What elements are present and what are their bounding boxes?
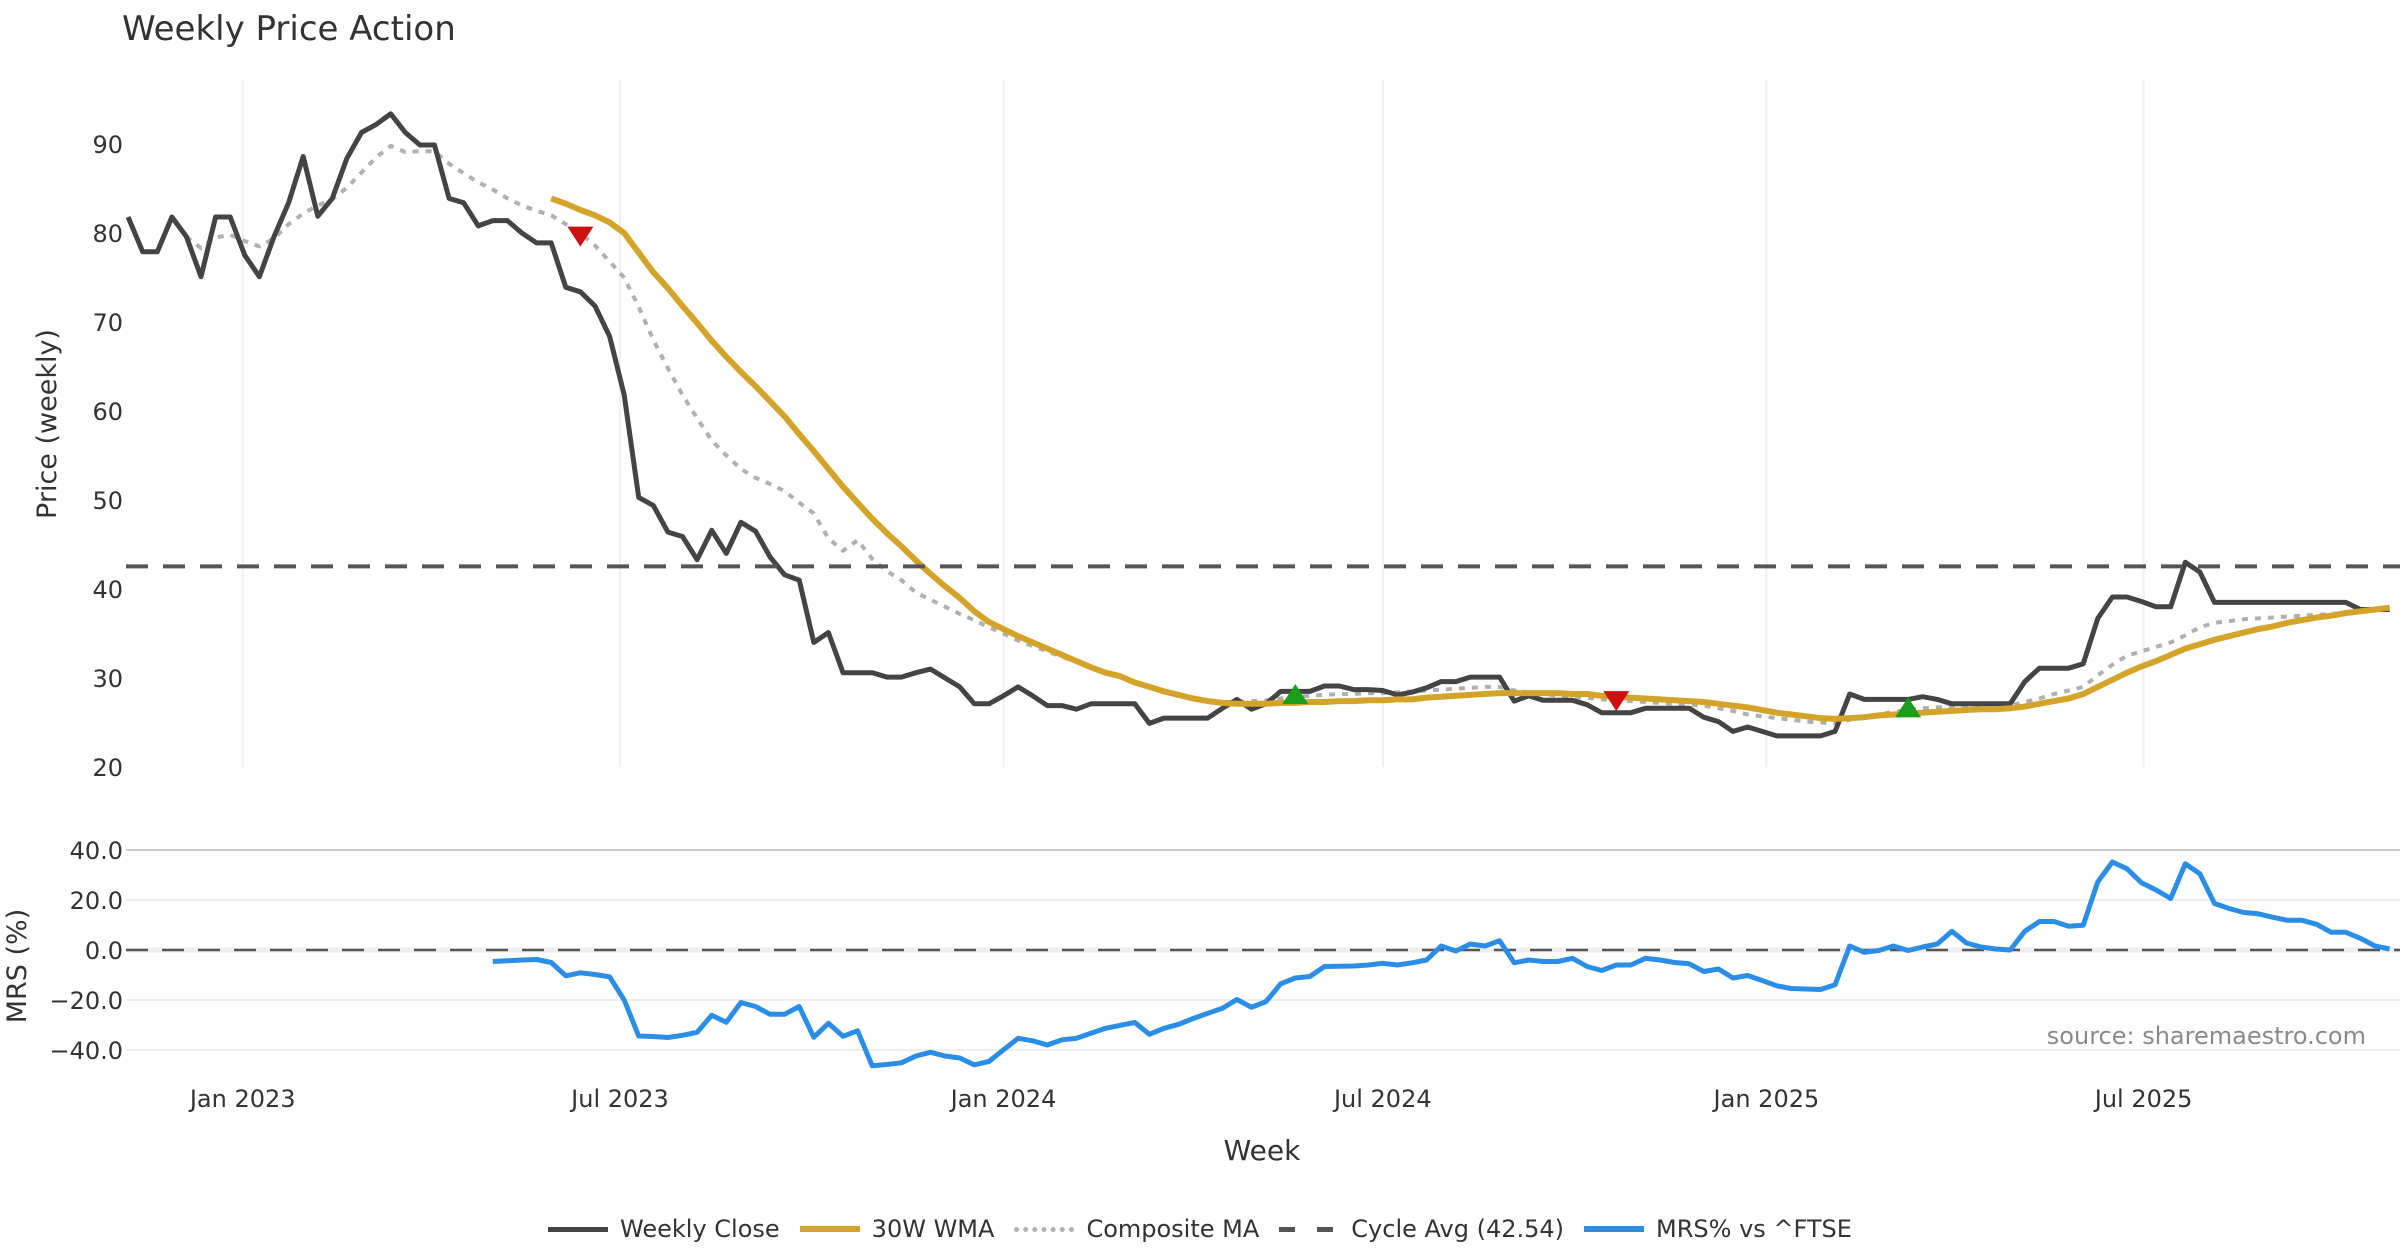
x-tick-label: Jan 2024 — [949, 1085, 1057, 1113]
legend-item-composite-ma[interactable]: Composite MA — [1014, 1215, 1259, 1243]
weekly-close-line — [125, 111, 2390, 739]
sell-signal-triangle-down-icon — [1603, 691, 1630, 712]
price-y-tick-label: 50 — [92, 487, 123, 515]
legend-item-weekly-close[interactable]: Weekly Close — [548, 1215, 780, 1243]
mrs-y-tick-label: 0.0 — [85, 937, 123, 965]
legend-item-30w-wma[interactable]: 30W WMA — [799, 1215, 995, 1243]
price-y-ticks: 20 30 40 50 60 70 80 90 — [92, 131, 123, 782]
price-y-axis-label: Price (weekly) — [32, 329, 63, 519]
legend-label-30w-wma: 30W WMA — [871, 1215, 995, 1243]
price-y-tick-label: 60 — [92, 398, 123, 426]
price-y-tick-label: 90 — [92, 131, 123, 159]
composite-ma-swatch-icon — [1014, 1226, 1075, 1232]
price-y-tick-label: 40 — [92, 576, 123, 604]
price-series — [125, 111, 2400, 739]
mrs-y-ticks: −40.0 −20.0 0.0 20.0 40.0 — [49, 837, 123, 1065]
mrs-swatch-icon — [1584, 1226, 1645, 1232]
price-y-tick-label: 20 — [92, 754, 123, 782]
buy-signal-triangle-up-icon — [1895, 697, 1922, 718]
x-tick-label: Jan 2023 — [188, 1085, 296, 1113]
signal-markers — [567, 226, 1922, 718]
x-tick-label: Jul 2024 — [1332, 1085, 1432, 1113]
mrs-line — [492, 859, 2391, 1069]
x-axis-label: Week — [1224, 1134, 1301, 1167]
legend-label-mrs: MRS% vs ^FTSE — [1656, 1215, 1852, 1243]
price-gridlines — [241, 80, 2145, 767]
cycle-avg-swatch-icon — [1279, 1226, 1340, 1232]
mrs-y-tick-label: −20.0 — [49, 987, 123, 1015]
mrs-series — [492, 859, 2391, 1069]
x-ticks: Jan 2023 Jul 2023 Jan 2024 Jul 2024 Jan 2025… — [188, 1085, 2193, 1113]
x-tick-label: Jul 2025 — [2093, 1085, 2193, 1113]
mrs-y-tick-label: 20.0 — [70, 887, 123, 915]
price-y-tick-label: 30 — [92, 665, 123, 693]
legend-label-weekly-close: Weekly Close — [620, 1215, 780, 1243]
weekly-close-swatch-icon — [548, 1226, 609, 1232]
x-tick-label: Jan 2025 — [1712, 1085, 1820, 1113]
sell-signal-triangle-down-icon — [567, 226, 594, 247]
legend-item-cycle-avg[interactable]: Cycle Avg (42.54) — [1279, 1215, 1564, 1243]
price-y-tick-label: 80 — [92, 220, 123, 248]
source-annotation: source: sharemaestro.com — [2047, 1022, 2366, 1050]
price-y-tick-label: 70 — [92, 309, 123, 337]
mrs-gridlines — [126, 849, 2400, 1051]
legend-item-mrs[interactable]: MRS% vs ^FTSE — [1584, 1215, 1852, 1243]
chart-title: Weekly Price Action — [122, 9, 456, 49]
30w-wma-line — [550, 195, 2390, 722]
wma-swatch-icon — [799, 1226, 860, 1232]
mrs-y-tick-label: −40.0 — [49, 1037, 123, 1065]
legend-label-cycle-avg: Cycle Avg (42.54) — [1351, 1215, 1565, 1243]
mrs-y-tick-label: 40.0 — [70, 837, 123, 865]
x-tick-label: Jul 2023 — [569, 1085, 669, 1113]
mrs-y-axis-label: MRS (%) — [2, 909, 33, 1024]
legend: Weekly Close 30W WMA Composite MA Cycle … — [0, 1211, 2400, 1247]
composite-ma-line — [185, 143, 2390, 726]
legend-label-composite-ma: Composite MA — [1086, 1215, 1260, 1243]
buy-signal-triangle-up-icon — [1282, 684, 1309, 705]
